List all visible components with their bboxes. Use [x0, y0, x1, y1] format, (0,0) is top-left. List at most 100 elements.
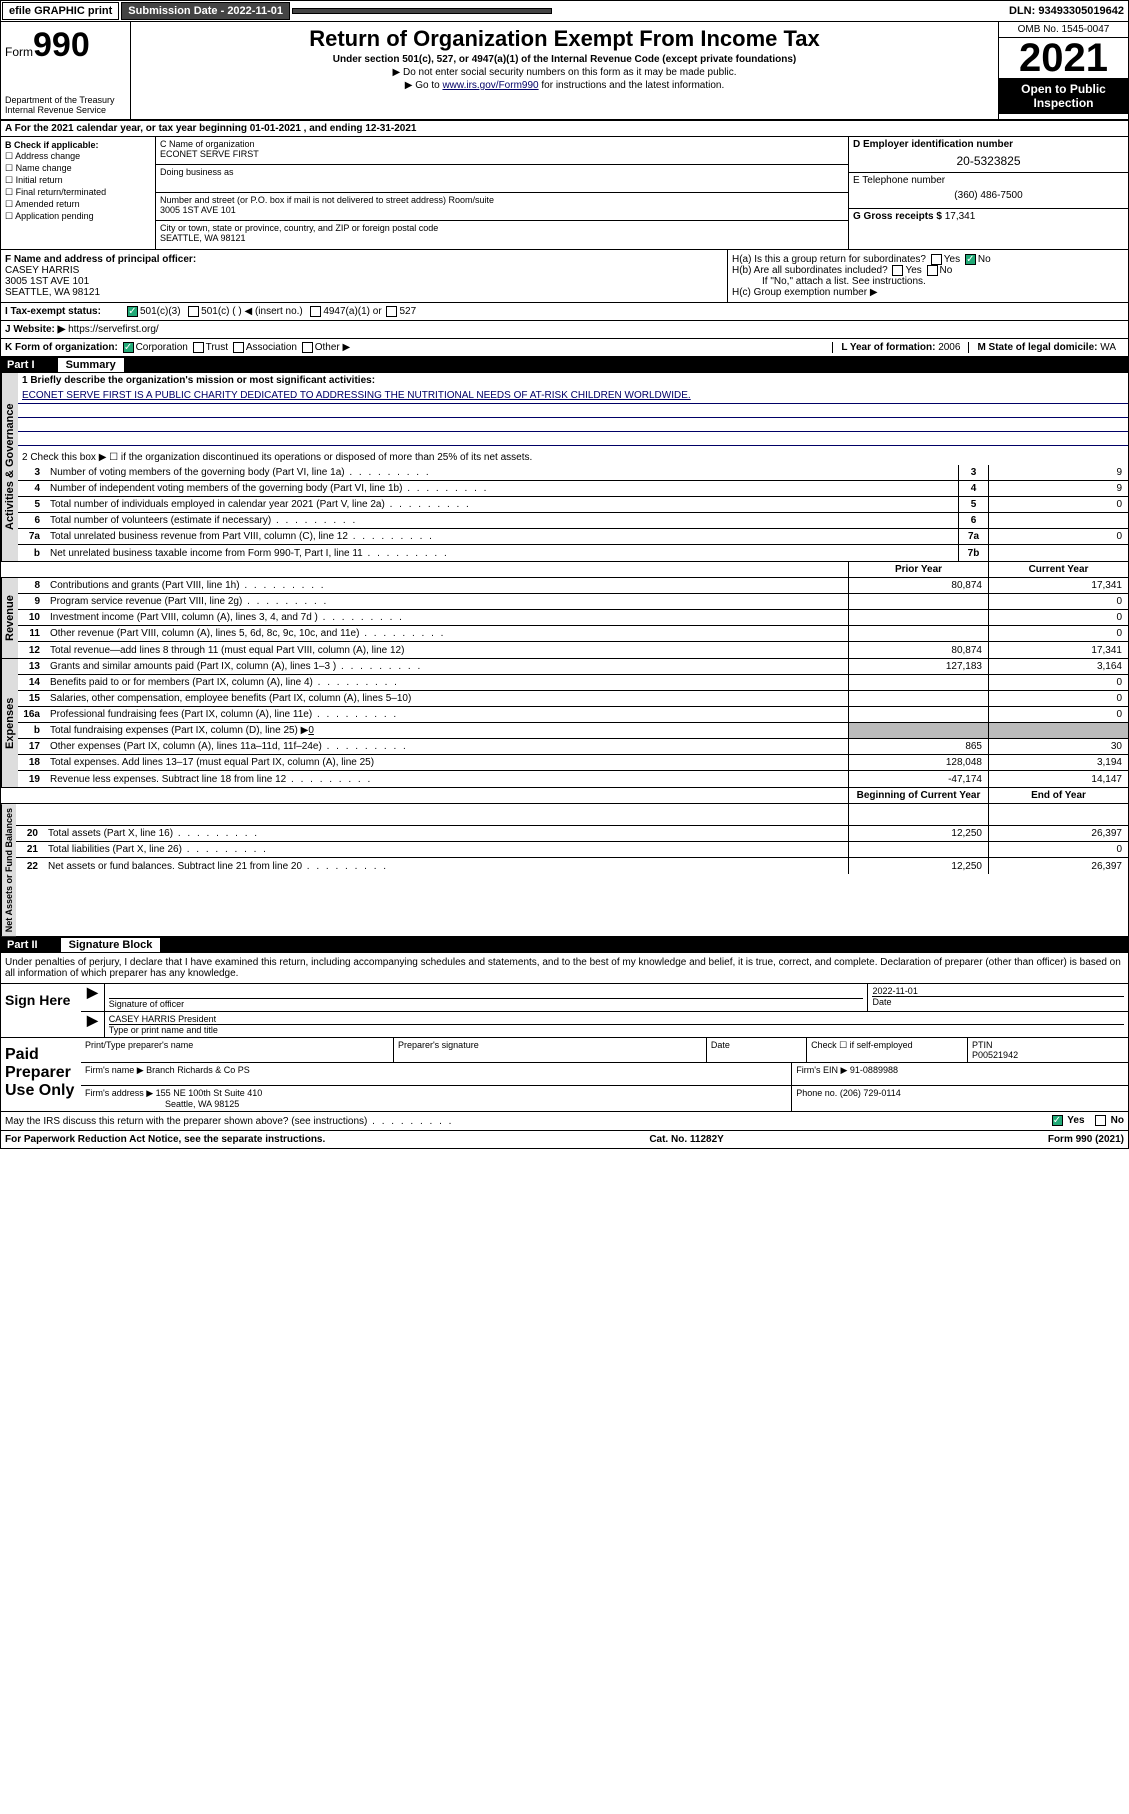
b-initial[interactable]: ☐ Initial return [5, 175, 151, 186]
b-final[interactable]: ☐ Final return/terminated [5, 187, 151, 198]
form-number: 990 [33, 26, 90, 64]
l19-prior: -47,174 [848, 771, 988, 787]
l7a-val: 0 [988, 529, 1128, 544]
ha-no-cb[interactable] [965, 254, 976, 265]
cat-no: Cat. No. 11282Y [649, 1134, 723, 1145]
l13-prior: 127,183 [848, 659, 988, 674]
exp-side-label: Expenses [1, 659, 18, 787]
prep-sig-label: Preparer's signature [393, 1038, 706, 1062]
b-name-change[interactable]: ☐ Name change [5, 163, 151, 174]
l5-txt: Total number of individuals employed in … [46, 497, 958, 512]
part2-header: Part II Signature Block [1, 937, 1128, 953]
l21-beg [848, 842, 988, 857]
officer-name: CASEY HARRIS [5, 265, 723, 276]
submission-btn[interactable]: Submission Date - 2022-11-01 [121, 2, 290, 20]
i-501c-cb[interactable] [188, 306, 199, 317]
l22-beg: 12,250 [848, 858, 988, 874]
discuss-yes-cb[interactable] [1052, 1115, 1063, 1126]
ha-yes-cb[interactable] [931, 254, 942, 265]
org-city: SEATTLE, WA 98121 [160, 233, 844, 243]
net-assets-section: Net Assets or Fund Balances 20Total asse… [1, 804, 1128, 937]
l16b-val: 0 [308, 725, 314, 736]
section-b: B Check if applicable: ☐ Address change … [1, 137, 156, 249]
l4-txt: Number of independent voting members of … [46, 481, 958, 496]
subtitle-3: ▶ Go to www.irs.gov/Form990 for instruct… [135, 80, 994, 91]
instructions-link[interactable]: www.irs.gov/Form990 [442, 80, 538, 91]
firm-name: Branch Richards & Co PS [146, 1065, 250, 1075]
revenue-section: Revenue 8Contributions and grants (Part … [1, 578, 1128, 659]
b-addr-change[interactable]: ☐ Address change [5, 151, 151, 162]
l14-curr: 0 [988, 675, 1128, 690]
efile-btn[interactable]: efile GRAPHIC print [2, 2, 119, 20]
j-label: J Website: ▶ [5, 324, 65, 335]
b-amended[interactable]: ☐ Amended return [5, 199, 151, 210]
dept: Department of the Treasury Internal Reve… [5, 95, 126, 115]
fh-block: F Name and address of principal officer:… [1, 250, 1128, 303]
may-discuss-row: May the IRS discuss this return with the… [1, 1112, 1128, 1130]
prep-date-label: Date [706, 1038, 806, 1062]
l20-end: 26,397 [988, 826, 1128, 841]
l12-prior: 80,874 [848, 642, 988, 658]
subtitle-1: Under section 501(c), 527, or 4947(a)(1)… [135, 54, 994, 65]
hb-label: H(b) Are all subordinates included? [732, 265, 888, 276]
section-f: F Name and address of principal officer:… [1, 250, 728, 302]
end-year-hdr: End of Year [988, 788, 1128, 803]
rev-side-label: Revenue [1, 578, 18, 658]
mission-blank2 [18, 418, 1128, 432]
b-pending[interactable]: ☐ Application pending [5, 211, 151, 222]
l18-curr: 3,194 [988, 755, 1128, 770]
current-year-hdr: Current Year [988, 562, 1128, 577]
l4-val: 9 [988, 481, 1128, 496]
i-501c3-cb[interactable] [127, 306, 138, 317]
header-bar: efile GRAPHIC print Submission Date - 20… [1, 1, 1128, 22]
k-other-cb[interactable] [302, 342, 313, 353]
beg-year-hdr: Beginning of Current Year [848, 788, 988, 803]
l3-txt: Number of voting members of the governin… [46, 465, 958, 480]
hb-no-cb[interactable] [927, 265, 938, 276]
i-label: I Tax-exempt status: [5, 306, 125, 317]
c-dba-label: Doing business as [160, 167, 844, 177]
k-corp-cb[interactable] [123, 342, 134, 353]
c-city-label: City or town, state or province, country… [160, 223, 844, 233]
form-990: efile GRAPHIC print Submission Date - 20… [0, 0, 1129, 1149]
i-4947-cb[interactable] [310, 306, 321, 317]
activities-governance: Activities & Governance 1 Briefly descri… [1, 373, 1128, 562]
l18-prior: 128,048 [848, 755, 988, 770]
section-c: C Name of organization ECONET SERVE FIRS… [156, 137, 848, 249]
sig-date-label: Date [872, 996, 1124, 1007]
section-deg: D Employer identification number 20-5323… [848, 137, 1128, 249]
hb-yes-cb[interactable] [892, 265, 903, 276]
l16a-prior [848, 707, 988, 722]
e-label: E Telephone number [853, 175, 1124, 186]
k-trust-cb[interactable] [193, 342, 204, 353]
l9-prior [848, 594, 988, 609]
officer-sig-label: Signature of officer [109, 998, 864, 1009]
f-label: F Name and address of principal officer: [5, 254, 723, 265]
may-discuss-label: May the IRS discuss this return with the… [5, 1116, 453, 1127]
org-name: ECONET SERVE FIRST [160, 149, 844, 159]
row-a: A For the 2021 calendar year, or tax yea… [1, 121, 1128, 137]
entity-block: B Check if applicable: ☐ Address change … [1, 137, 1128, 250]
sig-intro: Under penalties of perjury, I declare th… [1, 953, 1128, 984]
website[interactable]: https://servefirst.org/ [68, 324, 159, 335]
l17-prior: 865 [848, 739, 988, 754]
mission-text[interactable]: ECONET SERVE FIRST IS A PUBLIC CHARITY D… [22, 390, 691, 401]
discuss-no-cb[interactable] [1095, 1115, 1106, 1126]
row-j: J Website: ▶ https://servefirst.org/ [1, 321, 1128, 339]
blank-btn [292, 8, 552, 14]
c-name-label: C Name of organization [160, 139, 844, 149]
l15-prior [848, 691, 988, 706]
k-assoc-cb[interactable] [233, 342, 244, 353]
l20-beg: 12,250 [848, 826, 988, 841]
l12-curr: 17,341 [988, 642, 1128, 658]
form-id: Form990 Department of the Treasury Inter… [1, 22, 131, 119]
officer-addr1: 3005 1ST AVE 101 [5, 276, 723, 287]
form-word: Form [5, 45, 33, 59]
l16b-prior [848, 723, 988, 738]
self-employed[interactable]: Check ☐ if self-employed [806, 1038, 967, 1062]
officer-addr2: SEATTLE, WA 98121 [5, 287, 723, 298]
arrow-icon: ▶ [81, 984, 104, 1011]
l17-curr: 30 [988, 739, 1128, 754]
l5-val: 0 [988, 497, 1128, 512]
i-527-cb[interactable] [386, 306, 397, 317]
